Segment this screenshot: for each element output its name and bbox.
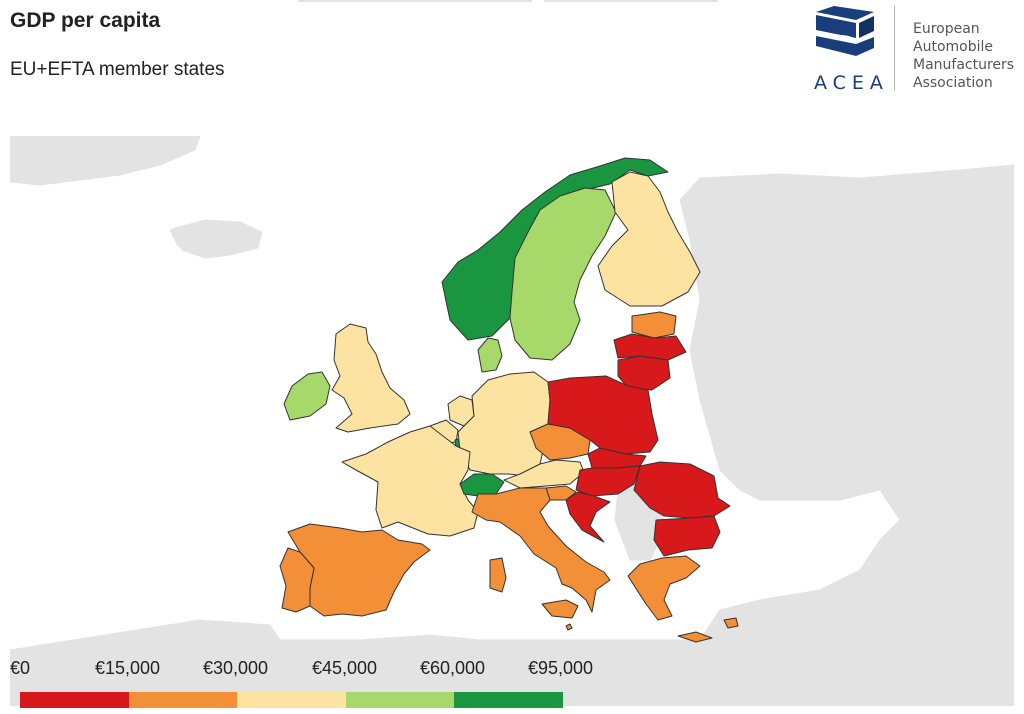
country-switzerland[interactable] — [459, 473, 505, 497]
country-germany[interactable] — [457, 371, 551, 477]
chart-title: GDP per capita — [10, 9, 161, 32]
legend-swatch-5 — [454, 692, 563, 708]
country-hungary[interactable] — [575, 465, 641, 497]
top-strip-right — [544, 0, 718, 2]
legend-label-0: €0 — [10, 658, 31, 678]
country-malta[interactable] — [565, 623, 573, 631]
legend-swatch-1 — [20, 692, 129, 708]
logo-org-line-4: Association — [913, 75, 993, 91]
legend-label-4: €60,000 — [420, 658, 486, 678]
country-italy-sicily[interactable] — [541, 599, 579, 619]
country-sweden[interactable] — [509, 187, 617, 361]
country-latvia[interactable] — [613, 333, 687, 361]
chart-subtitle: EU+EFTA member states — [10, 59, 225, 80]
legend-label-3: €45,000 — [312, 658, 378, 678]
country-portugal[interactable] — [279, 547, 315, 613]
country-greece-crete[interactable] — [677, 631, 713, 643]
country-united-kingdom[interactable] — [331, 323, 411, 433]
acea-cube-icon — [815, 6, 875, 56]
logo-org-line-3: Manufacturers — [913, 57, 1015, 73]
country-cyprus[interactable] — [723, 617, 739, 629]
logo-org-name: European Automobile Manufacturers Associ… — [913, 20, 1014, 92]
member-states — [169, 157, 739, 643]
logo-divider — [894, 6, 895, 90]
legend-swatch-3 — [237, 692, 346, 708]
country-lithuania[interactable] — [617, 355, 671, 391]
country-austria[interactable] — [503, 459, 585, 489]
legend-label-5: €95,000 — [528, 658, 594, 678]
country-france[interactable] — [341, 425, 479, 537]
country-bulgaria[interactable] — [653, 515, 721, 557]
logo-org-line-1: European — [913, 21, 980, 37]
legend-color-bar — [20, 692, 563, 708]
top-strip-left — [298, 0, 532, 2]
europe-map — [10, 136, 1014, 706]
legend-swatch-2 — [128, 692, 238, 708]
acea-logo: ACEA European Automobile Manufacturers A… — [812, 6, 1022, 96]
legend-label-1: €15,000 — [95, 658, 161, 678]
country-poland[interactable] — [547, 375, 659, 455]
country-iceland[interactable] — [169, 221, 256, 255]
country-italy[interactable] — [471, 487, 611, 613]
country-romania[interactable] — [633, 461, 731, 519]
legend-swatch-4 — [345, 692, 455, 708]
country-croatia[interactable] — [565, 491, 611, 543]
country-greece[interactable] — [627, 555, 701, 621]
country-estonia[interactable] — [631, 311, 677, 339]
logo-org-line-2: Automobile — [913, 39, 993, 55]
acea-wordmark: ACEA — [814, 72, 889, 94]
country-denmark[interactable] — [477, 337, 503, 373]
country-italy-sardinia[interactable] — [489, 557, 507, 593]
country-finland[interactable] — [597, 171, 701, 307]
legend-label-2: €30,000 — [203, 658, 269, 678]
country-ireland[interactable] — [283, 371, 331, 421]
